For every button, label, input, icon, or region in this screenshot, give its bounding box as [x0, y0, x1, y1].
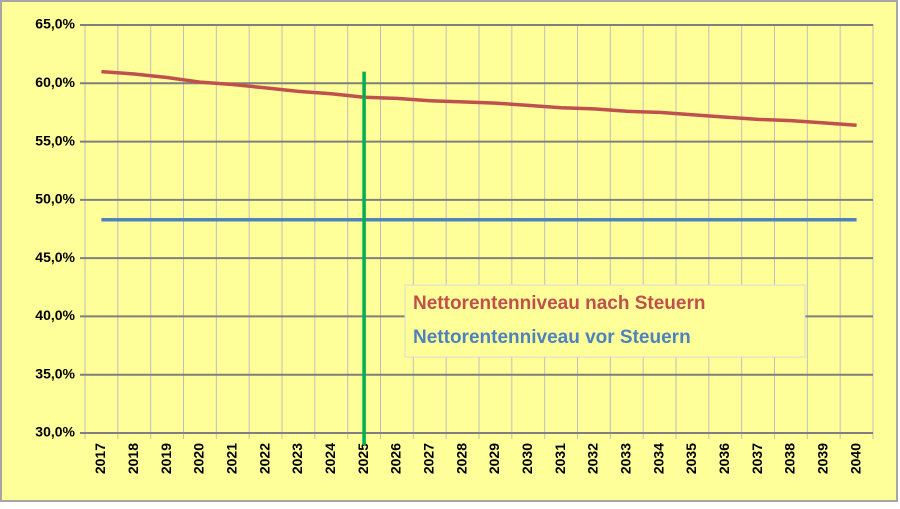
x-tick-label: 2025 [355, 443, 371, 474]
x-tick-label: 2027 [420, 443, 436, 474]
y-tick-label: 60,0% [35, 74, 75, 90]
y-tick-label: 55,0% [35, 132, 75, 148]
x-tick-label: 2039 [814, 443, 830, 474]
y-tick-label: 50,0% [35, 191, 75, 207]
y-tick-label: 30,0% [35, 424, 75, 440]
x-tick-label: 2036 [716, 443, 732, 474]
x-tick-label: 2018 [125, 443, 141, 474]
x-tick-label: 2033 [617, 443, 633, 474]
x-tick-label: 2040 [847, 443, 863, 474]
legend-box [404, 284, 806, 358]
y-tick-label: 35,0% [35, 365, 75, 381]
x-tick-label: 2026 [388, 443, 404, 474]
x-tick-label: 2038 [782, 443, 798, 474]
y-tick-label: 65,0% [35, 16, 75, 32]
x-tick-label: 2029 [486, 443, 502, 474]
x-tick-label: 2030 [519, 443, 535, 474]
series-line [101, 69, 857, 128]
x-tick-label: 2037 [749, 443, 765, 474]
x-tick-label: 2028 [453, 443, 469, 474]
x-tick-label: 2031 [552, 443, 568, 474]
x-tick-label: 2020 [191, 443, 207, 474]
x-tick-label: 2017 [92, 443, 108, 474]
x-tick-label: 2023 [289, 443, 305, 474]
x-tick-label: 2021 [223, 443, 239, 474]
x-tick-label: 2035 [683, 443, 699, 474]
x-tick-label: 2019 [158, 443, 174, 474]
y-tick-label: 45,0% [35, 249, 75, 265]
legend-label: Nettorentenniveau vor Steuern [413, 327, 691, 348]
x-tick-label: 2022 [256, 443, 272, 474]
legend-label: Nettorentenniveau nach Steuern [413, 293, 705, 314]
x-tick-label: 2032 [585, 443, 601, 474]
y-tick-label: 40,0% [35, 307, 75, 323]
x-tick-label: 2034 [650, 443, 666, 474]
x-tick-label: 2024 [322, 443, 338, 474]
